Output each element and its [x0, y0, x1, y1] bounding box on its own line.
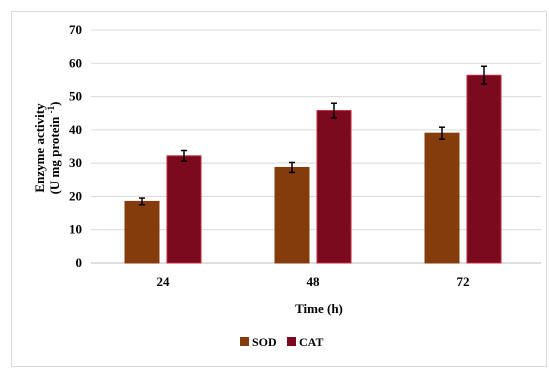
bar-sod-48: [274, 166, 310, 264]
y-tick-label: 20: [69, 188, 82, 203]
y-tick-label: 60: [69, 55, 82, 70]
y-axis-title: Enzyme activity (U mg protein -1): [32, 102, 62, 195]
bars: [124, 74, 502, 264]
y-tick-label: 10: [69, 222, 82, 237]
x-category-label: 72: [457, 274, 470, 289]
legend-swatch-sod: [240, 337, 249, 346]
x-category-label: 24: [157, 274, 171, 289]
legend-label-cat: CAT: [299, 335, 323, 349]
y-tick-label: 0: [76, 255, 83, 270]
y-tick-label: 40: [69, 122, 82, 137]
bar-sod-24: [124, 200, 160, 264]
legend-label-sod: SOD: [252, 335, 277, 349]
y-tick-label: 30: [69, 155, 82, 170]
y-tick-label: 70: [69, 22, 82, 37]
legend-swatch-cat: [287, 337, 296, 346]
x-category-label: 48: [307, 274, 321, 289]
x-axis-title: Time (h): [295, 301, 343, 316]
error-bars: [139, 65, 487, 206]
bar-sod-72: [424, 132, 460, 264]
y-tick-label: 50: [69, 89, 82, 104]
gridlines: [91, 29, 541, 231]
y-axis-ticks: 0 10 20 30 40 50 60 70: [69, 22, 82, 270]
y-axis-title-line1: Enzyme activity: [32, 103, 47, 193]
bar-cat-24: [166, 155, 202, 264]
bar-cat-48: [316, 110, 352, 264]
y-axis-title-line2: (U mg protein -1): [46, 102, 62, 195]
legend: SOD CAT: [240, 335, 323, 349]
bar-cat-72: [466, 74, 502, 264]
x-axis-categories: 24 48 72: [157, 274, 470, 289]
